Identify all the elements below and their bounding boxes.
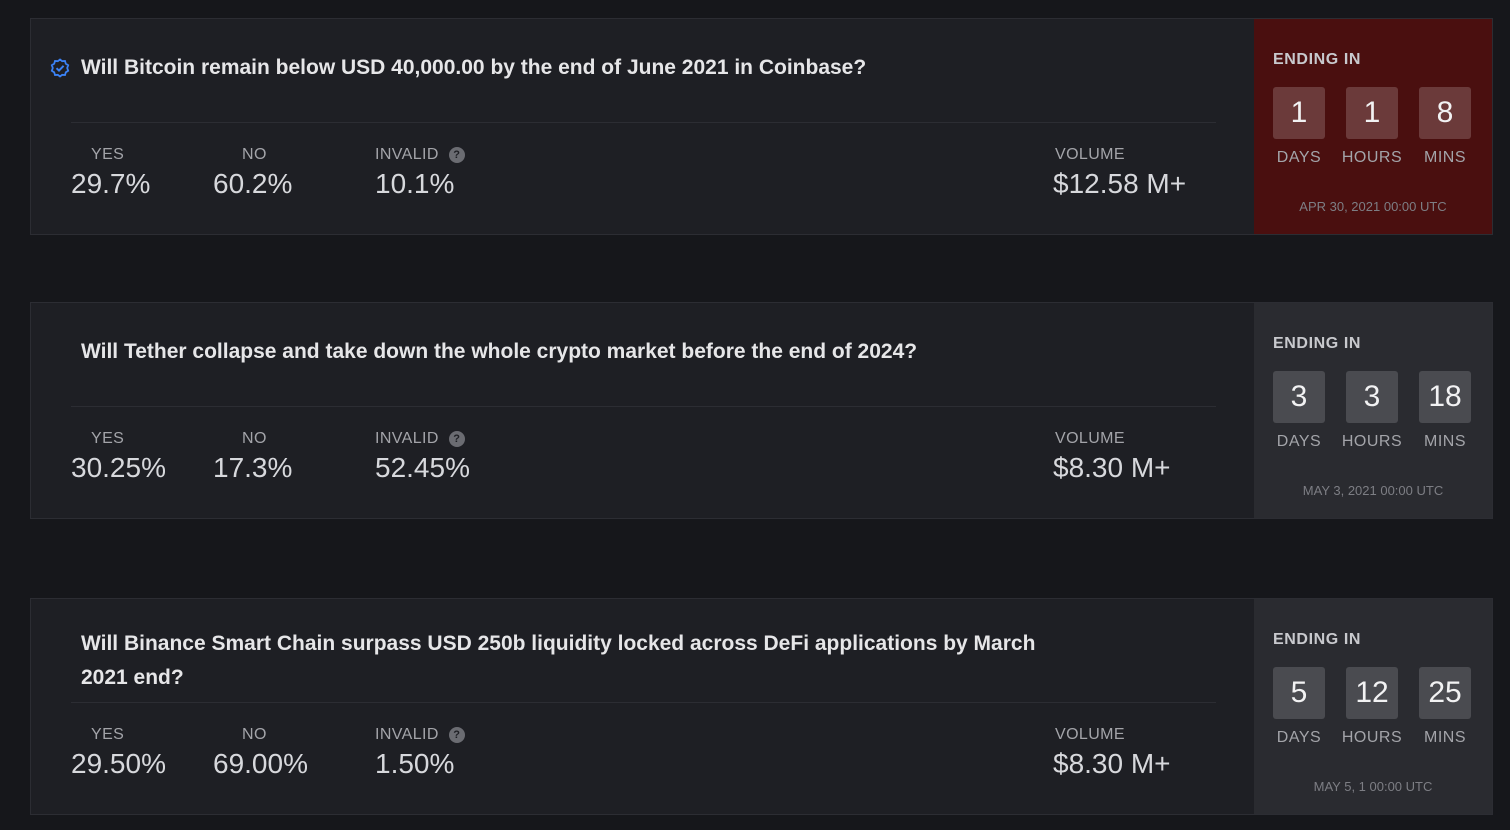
countdown-units: 5 DAYS 12 HOURS 25 MINS (1273, 667, 1471, 747)
invalid-value: 52.45% (375, 452, 470, 483)
no-label: NO (242, 146, 267, 163)
volume-stat: VOLUME $8.30 M+ (1053, 430, 1171, 484)
volume-label: VOLUME (1055, 146, 1125, 163)
hours-label: HOURS (1341, 149, 1403, 166)
yes-label: YES (91, 430, 125, 447)
yes-stat: YES 29.7% (71, 146, 150, 200)
divider (71, 406, 1216, 407)
invalid-value: 1.50% (375, 748, 455, 779)
countdown-units: 1 DAYS 1 HOURS 8 MINS (1273, 87, 1471, 167)
hours-value: 1 (1346, 87, 1398, 139)
help-icon[interactable]: ? (448, 431, 465, 447)
yes-stat: YES 29.50% (71, 726, 166, 780)
invalid-label: INVALID ? (375, 146, 465, 164)
divider (71, 122, 1216, 123)
countdown-panel: ENDING IN 3 DAYS 3 HOURS 18 MINS MAY 3, … (1254, 303, 1492, 518)
countdown-hours: 12 HOURS (1342, 667, 1402, 747)
days-value: 1 (1273, 87, 1325, 139)
countdown-units: 3 DAYS 3 HOURS 18 MINS (1273, 371, 1471, 451)
countdown-hours: 1 HOURS (1342, 87, 1402, 167)
market-card[interactable]: Will Tether collapse and take down the w… (30, 302, 1493, 519)
hours-value: 12 (1346, 667, 1398, 719)
countdown-mins: 25 MINS (1419, 667, 1471, 747)
no-value: 17.3% (213, 452, 293, 483)
days-value: 5 (1273, 667, 1325, 719)
market-card-body: Will Binance Smart Chain surpass USD 250… (31, 599, 1254, 814)
help-icon[interactable]: ? (448, 147, 465, 163)
invalid-stat: INVALID ? 52.45% (375, 430, 470, 484)
ending-in-label: ENDING IN (1273, 51, 1362, 68)
no-value: 60.2% (213, 168, 293, 199)
hours-label: HOURS (1341, 433, 1403, 450)
no-stat: NO 17.3% (213, 430, 292, 484)
no-stat: NO 60.2% (213, 146, 292, 200)
ending-in-label: ENDING IN (1273, 631, 1362, 648)
market-question[interactable]: Will Bitcoin remain below USD 40,000.00 … (50, 51, 1041, 85)
no-value: 69.00% (213, 748, 308, 779)
volume-label: VOLUME (1055, 430, 1125, 447)
market-card-body: Will Tether collapse and take down the w… (31, 303, 1254, 518)
market-question-text: Will Binance Smart Chain surpass USD 250… (81, 632, 1036, 689)
invalid-label: INVALID ? (375, 726, 465, 744)
verified-badge-icon (50, 58, 70, 78)
days-label: DAYS (1276, 149, 1322, 166)
hours-label: HOURS (1341, 729, 1403, 746)
market-card[interactable]: Will Binance Smart Chain surpass USD 250… (30, 598, 1493, 815)
invalid-value: 10.1% (375, 168, 455, 199)
volume-value: $8.30 M+ (1053, 748, 1171, 779)
no-stat: NO 69.00% (213, 726, 308, 780)
yes-value: 29.7% (71, 168, 151, 199)
end-date: APR 30, 2021 00:00 UTC (1299, 199, 1447, 214)
end-date: MAY 5, 1 00:00 UTC (1313, 779, 1433, 794)
volume-label: VOLUME (1055, 726, 1125, 743)
volume-value: $8.30 M+ (1053, 452, 1171, 483)
market-question[interactable]: Will Tether collapse and take down the w… (81, 335, 1041, 369)
invalid-stat: INVALID ? 10.1% (375, 146, 465, 200)
countdown-panel: ENDING IN 5 DAYS 12 HOURS 25 MINS MAY 5,… (1254, 599, 1492, 814)
mins-value: 25 (1419, 667, 1471, 719)
countdown-hours: 3 HOURS (1342, 371, 1402, 451)
mins-value: 18 (1419, 371, 1471, 423)
market-question[interactable]: Will Binance Smart Chain surpass USD 250… (81, 627, 1041, 695)
yes-label: YES (91, 146, 125, 163)
volume-stat: VOLUME $12.58 M+ (1053, 146, 1186, 200)
invalid-stat: INVALID ? 1.50% (375, 726, 465, 780)
days-label: DAYS (1276, 729, 1322, 746)
yes-value: 30.25% (71, 452, 166, 483)
countdown-mins: 8 MINS (1419, 87, 1471, 167)
market-card[interactable]: Will Bitcoin remain below USD 40,000.00 … (30, 18, 1493, 235)
countdown-mins: 18 MINS (1419, 371, 1471, 451)
mins-label: MINS (1424, 729, 1466, 746)
market-card-body: Will Bitcoin remain below USD 40,000.00 … (31, 19, 1254, 234)
end-date: MAY 3, 2021 00:00 UTC (1302, 483, 1444, 498)
market-question-text: Will Tether collapse and take down the w… (81, 340, 918, 363)
invalid-label: INVALID ? (375, 430, 470, 448)
mins-value: 8 (1419, 87, 1471, 139)
countdown-panel: ENDING IN 1 DAYS 1 HOURS 8 MINS APR 30, … (1254, 19, 1492, 234)
yes-label: YES (91, 726, 125, 743)
volume-value: $12.58 M+ (1053, 168, 1187, 199)
mins-label: MINS (1424, 149, 1466, 166)
no-label: NO (242, 726, 267, 743)
countdown-days: 1 DAYS (1273, 87, 1325, 167)
countdown-days: 3 DAYS (1273, 371, 1325, 451)
days-value: 3 (1273, 371, 1325, 423)
help-icon[interactable]: ? (448, 727, 465, 743)
yes-value: 29.50% (71, 748, 166, 779)
mins-label: MINS (1424, 433, 1466, 450)
countdown-days: 5 DAYS (1273, 667, 1325, 747)
days-label: DAYS (1276, 433, 1322, 450)
volume-stat: VOLUME $8.30 M+ (1053, 726, 1171, 780)
market-question-text: Will Bitcoin remain below USD 40,000.00 … (81, 56, 867, 79)
no-label: NO (242, 430, 267, 447)
yes-stat: YES 30.25% (71, 430, 166, 484)
divider (71, 702, 1216, 703)
ending-in-label: ENDING IN (1273, 335, 1362, 352)
hours-value: 3 (1346, 371, 1398, 423)
